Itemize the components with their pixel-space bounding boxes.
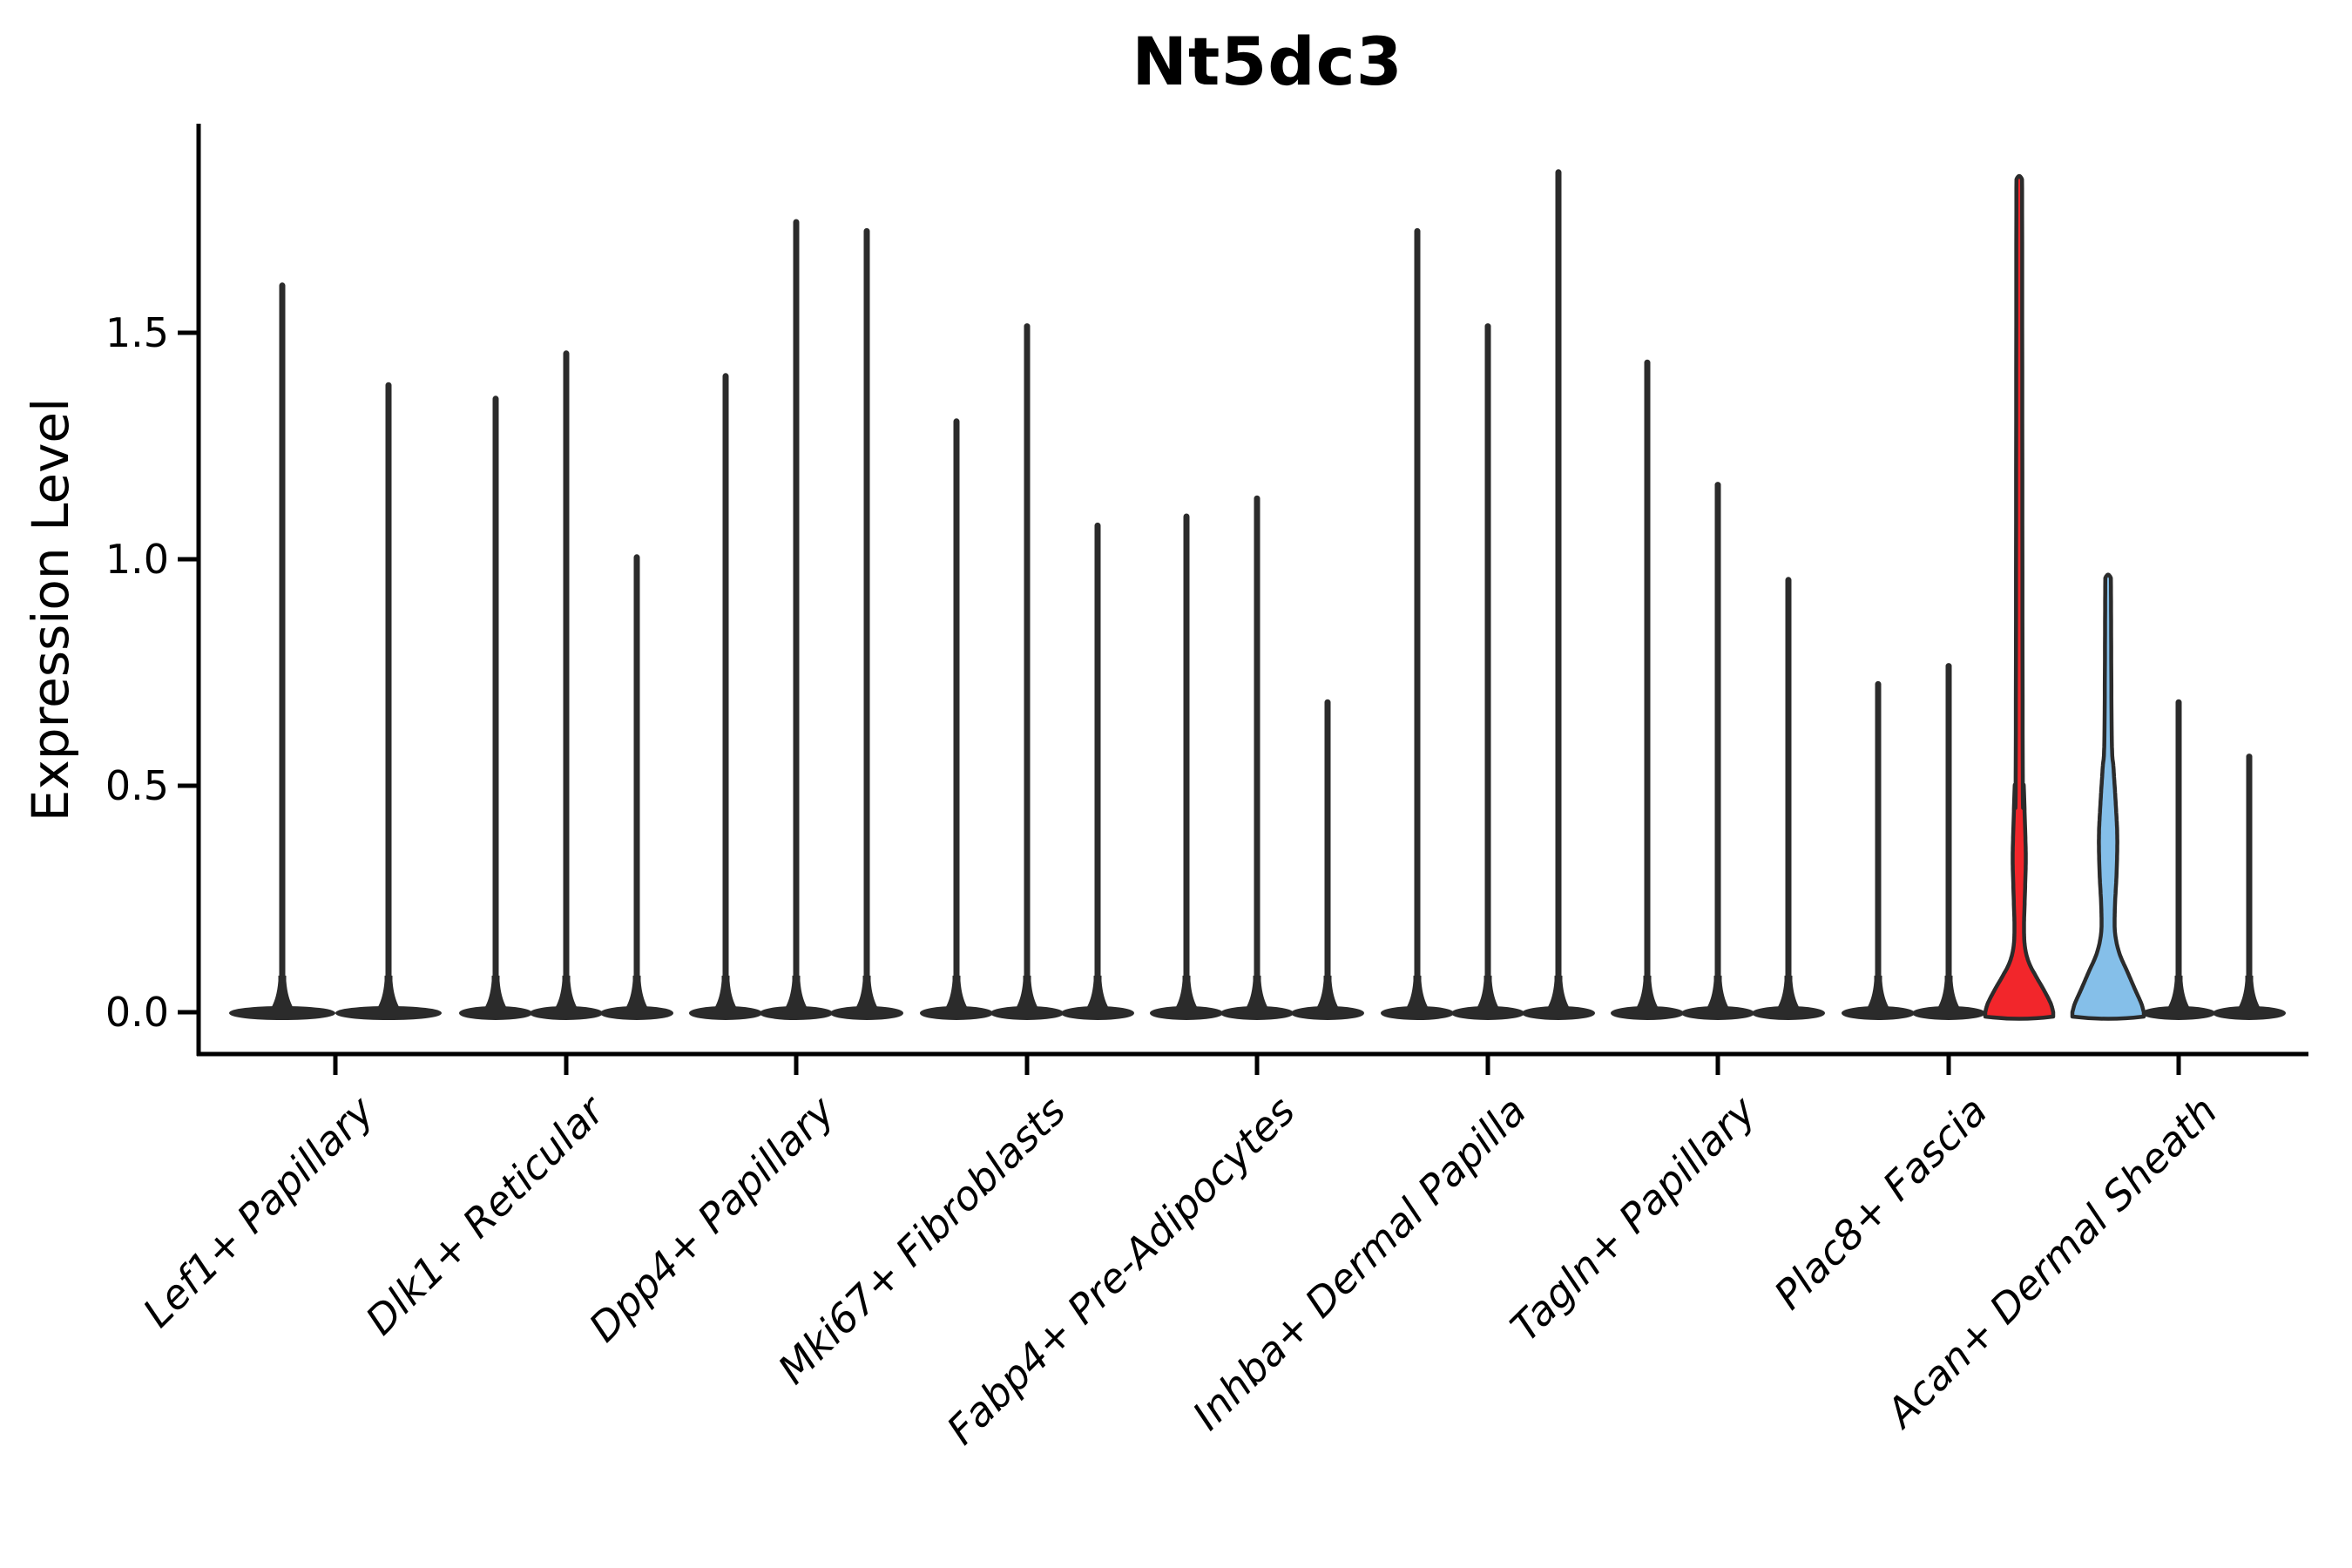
violin-blue <box>2070 572 2146 1021</box>
violin-foot <box>2164 976 2193 1014</box>
violin-cat9-2 <box>2142 699 2215 1020</box>
violin-foot <box>1402 976 1432 1014</box>
violin-cat5-2 <box>1220 495 1294 1020</box>
violin-cat4-2 <box>990 323 1064 1020</box>
violin-foot <box>2234 976 2264 1014</box>
violin-cat7-2 <box>1681 482 1754 1020</box>
plot-title: Nt5dc3 <box>1132 23 1403 100</box>
violin-foot <box>1632 976 1662 1014</box>
violin-foot <box>481 976 510 1014</box>
violin-cat3-2 <box>760 219 833 1020</box>
violin-foot <box>942 976 971 1014</box>
violin-cat9-3 <box>2213 754 2286 1020</box>
violin-foot <box>1544 976 1573 1014</box>
violin-foot <box>622 976 652 1014</box>
violin-cat8-2 <box>1912 663 1985 1020</box>
violin-cat7-1 <box>1611 359 1684 1020</box>
violin-cat8-1 <box>1842 680 1915 1020</box>
violin-density-shape <box>2070 572 2146 1021</box>
violin-foot <box>781 976 811 1014</box>
violin-cat7-3 <box>1752 577 1825 1020</box>
y-tick-label: 0.0 <box>105 989 169 1036</box>
violin-cat2-1 <box>459 395 532 1020</box>
violin-foot <box>711 976 740 1014</box>
violin-foot <box>1083 976 1112 1014</box>
violin-foot <box>1934 976 1963 1014</box>
violin-cat6-2 <box>1451 323 1524 1020</box>
y-axis-label: Expression Level <box>21 397 80 822</box>
violin-cat5-1 <box>1150 513 1223 1020</box>
violin-cat1-2 <box>335 382 442 1020</box>
violin-foot <box>1863 976 1893 1014</box>
violin-foot <box>1172 976 1201 1014</box>
y-tick-label: 1.0 <box>105 536 169 583</box>
y-tick-label: 0.5 <box>105 762 169 809</box>
violin-foot <box>852 976 882 1014</box>
violin-foot <box>374 976 403 1014</box>
violin-foot <box>1473 976 1503 1014</box>
violin-foot <box>1703 976 1733 1014</box>
violin-foot <box>1313 976 1342 1014</box>
violin-density-shape <box>1983 173 2056 1021</box>
violin-cat6-3 <box>1522 169 1595 1020</box>
violin-cat1-1 <box>229 282 335 1020</box>
violin-cat3-1 <box>689 373 762 1020</box>
violin-foot <box>551 976 581 1014</box>
violin-foot <box>1774 976 1803 1014</box>
violin-cat2-3 <box>600 554 673 1020</box>
y-tick-label: 1.5 <box>105 309 169 356</box>
violin-foot <box>1242 976 1272 1014</box>
violin-cat6-1 <box>1381 227 1454 1020</box>
violin-foot <box>267 976 297 1014</box>
violin-cat4-1 <box>920 418 993 1020</box>
violin-red <box>1983 173 2056 1021</box>
violin-cat2-2 <box>530 350 603 1020</box>
violin-cat3-3 <box>830 227 903 1020</box>
violin-cat4-3 <box>1061 522 1134 1020</box>
violin-foot <box>1012 976 1042 1014</box>
violin-cat5-3 <box>1291 699 1364 1020</box>
